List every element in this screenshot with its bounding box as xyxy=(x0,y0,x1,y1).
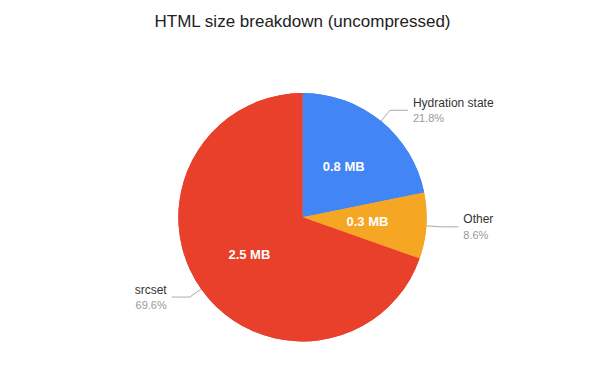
svg-text:0.8 MB: 0.8 MB xyxy=(323,159,365,174)
svg-text:Hydration state: Hydration state xyxy=(413,96,494,110)
svg-text:21.8%: 21.8% xyxy=(413,112,444,124)
svg-text:8.6%: 8.6% xyxy=(463,229,488,241)
svg-text:2.5 MB: 2.5 MB xyxy=(228,247,270,262)
svg-text:Other: Other xyxy=(463,212,493,226)
svg-text:0.3 MB: 0.3 MB xyxy=(346,214,388,229)
svg-text:HTML size breakdown (uncompres: HTML size breakdown (uncompressed) xyxy=(154,12,450,31)
svg-text:69.6%: 69.6% xyxy=(136,299,167,311)
svg-text:srcset: srcset xyxy=(135,283,168,297)
